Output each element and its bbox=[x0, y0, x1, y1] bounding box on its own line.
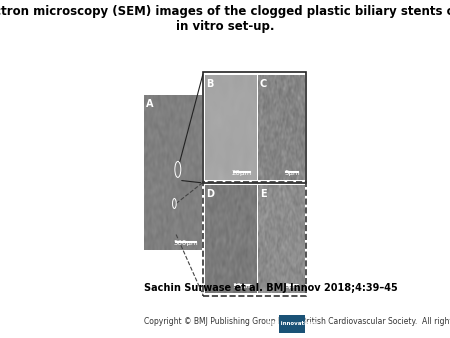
Text: B: B bbox=[206, 79, 213, 89]
Text: Copyright © BMJ Publishing Group Ltd & British Cardiovascular Society.  All righ: Copyright © BMJ Publishing Group Ltd & B… bbox=[144, 317, 450, 326]
Text: 3µm: 3µm bbox=[284, 283, 300, 289]
Bar bbox=[203, 72, 306, 183]
Text: C: C bbox=[260, 79, 267, 89]
Text: Sachin Surwase et al. BMJ Innov 2018;4:39–45: Sachin Surwase et al. BMJ Innov 2018;4:3… bbox=[144, 283, 398, 293]
Bar bbox=[279, 315, 305, 333]
Text: Scanning electron microscopy (SEM) images of the clogged plastic biliary stents : Scanning electron microscopy (SEM) image… bbox=[0, 5, 450, 33]
Text: BMJ innovations: BMJ innovations bbox=[267, 321, 317, 327]
Bar bbox=[203, 182, 306, 296]
Text: 500µm: 500µm bbox=[174, 240, 198, 246]
Text: 10µm: 10µm bbox=[232, 283, 252, 289]
Text: A: A bbox=[146, 99, 153, 109]
Text: 20µm: 20µm bbox=[232, 170, 252, 176]
Text: E: E bbox=[260, 189, 266, 199]
Text: D: D bbox=[206, 189, 214, 199]
Text: 5µm: 5µm bbox=[284, 170, 300, 176]
